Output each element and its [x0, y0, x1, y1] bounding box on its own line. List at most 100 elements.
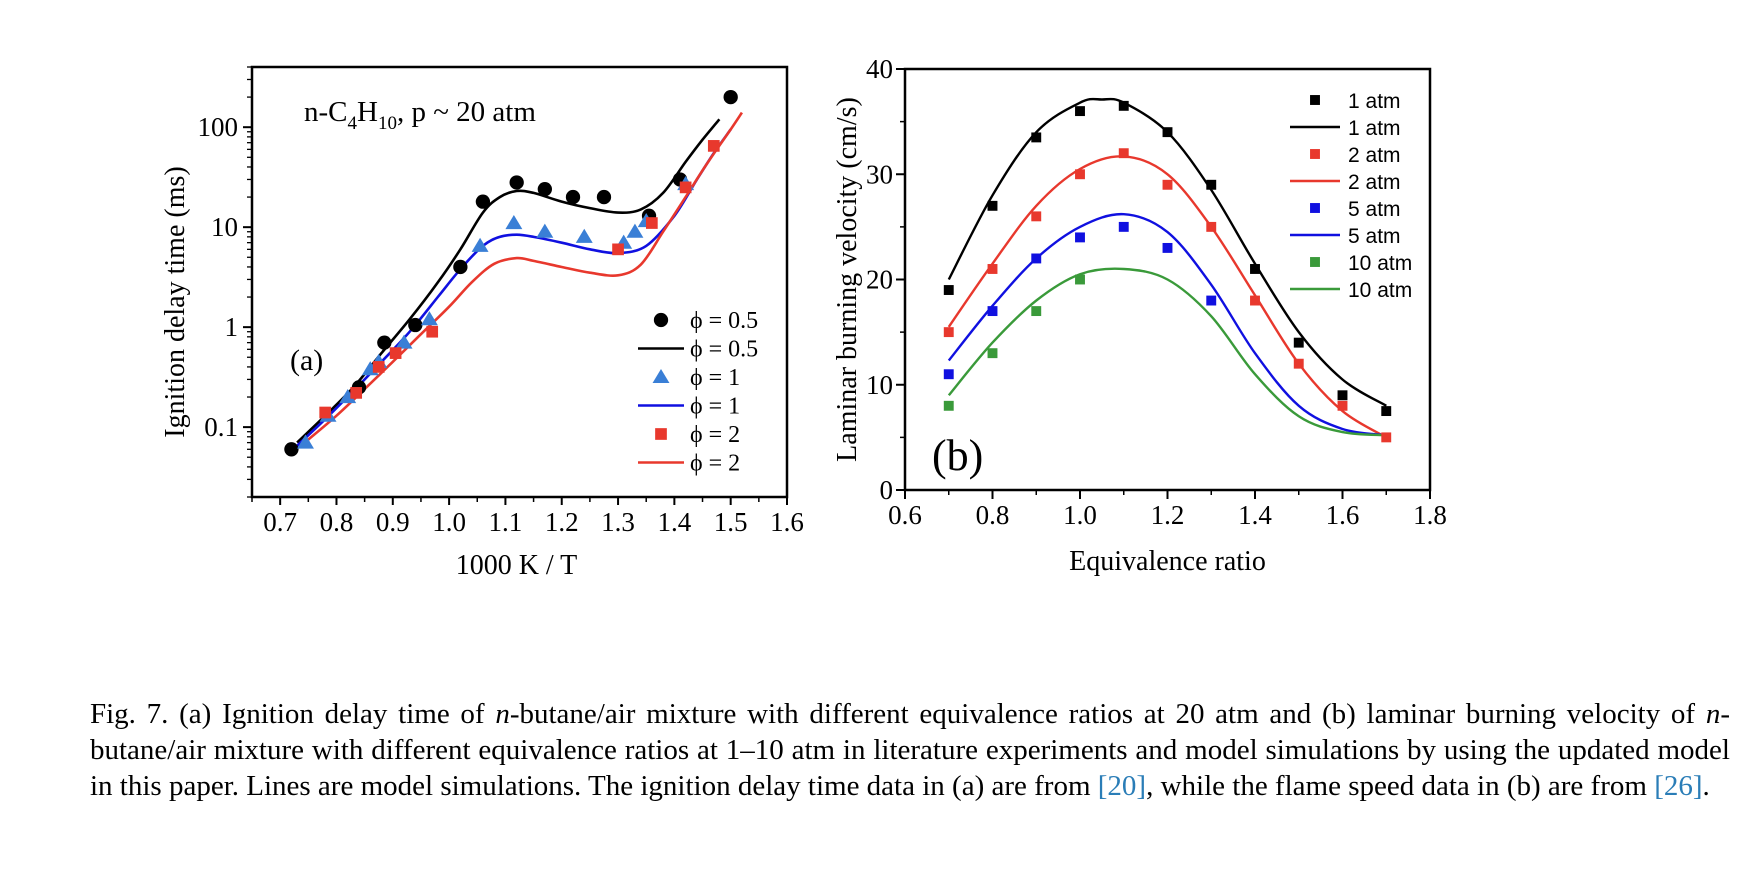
data-point — [408, 317, 423, 333]
annotation-text: H — [357, 96, 378, 128]
y-tick-label: 0.1 — [204, 412, 238, 442]
data-point — [987, 348, 998, 359]
series-line — [947, 155, 1387, 439]
data-point — [377, 335, 392, 350]
data-point — [1075, 169, 1085, 180]
annotation-subscript: 10 — [378, 113, 397, 134]
x-tick-label: 1.2 — [545, 507, 579, 537]
legend-label: 5 atm — [1348, 198, 1401, 221]
data-point — [987, 306, 998, 317]
data-point — [1381, 432, 1392, 443]
figure: 0.7 0.8 0.9 1.0 1.1 1.2 1.3 1.4 1.5 1.60.1110100 … — [160, 54, 1447, 581]
caption-fig-number: Fig. 7. — [90, 698, 169, 730]
chart-a-axes: 0.7 0.8 0.9 1.0 1.1 1.2 1.3 1.4 1.5 1.6 0.1 1 10 100 — [198, 66, 804, 537]
chart-a-series — [284, 89, 743, 457]
data-point — [987, 264, 998, 274]
data-point — [1381, 406, 1392, 417]
legend-marker — [655, 428, 667, 440]
data-point — [1031, 132, 1042, 143]
data-point — [1162, 179, 1173, 190]
x-tick-label: 1.2 — [1151, 500, 1185, 530]
caption-text: . — [1702, 770, 1710, 802]
chart-b-x-axis-label: Equivalence ratio — [1069, 546, 1266, 577]
caption-text: , while the flame speed data in (b) are … — [1146, 770, 1655, 802]
legend-label: 1 atm — [1348, 90, 1401, 113]
y-tick-label: 20 — [866, 265, 893, 295]
data-point — [1162, 242, 1173, 253]
x-tick-label: 0.7 — [263, 507, 297, 537]
data-point — [645, 217, 658, 229]
series-line — [947, 97, 1387, 407]
y-tick-label: 10 — [866, 370, 893, 400]
x-tick-label: 1.4 — [1238, 500, 1272, 530]
data-point — [1206, 295, 1217, 306]
data-point — [284, 442, 299, 457]
data-point — [475, 194, 491, 209]
data-point — [509, 175, 524, 190]
annotation-text: n-C — [304, 96, 348, 128]
data-point — [1118, 221, 1129, 232]
citation-link-20[interactable]: [20] — [1097, 770, 1147, 802]
legend-label: ϕ = 0.5 — [690, 308, 758, 334]
x-tick-label: 0.9 — [376, 507, 410, 537]
data-point — [707, 140, 720, 152]
chart-a-legend: ϕ = 0.5ϕ = 0.5ϕ = 1ϕ = 1ϕ = 2ϕ = 2 — [638, 308, 758, 477]
caption-text: (a) Ignition delay time of — [168, 698, 496, 730]
caption-text: -butane/air mixture with different equiv… — [509, 698, 1706, 730]
annotation-subscript: 4 — [348, 113, 358, 134]
legend-label: ϕ = 1 — [690, 394, 740, 420]
legend-marker — [1310, 203, 1320, 213]
data-point — [372, 361, 385, 373]
chart-b-y-axis-label: Laminar burning velocity (cm/s) — [832, 97, 863, 462]
chart-a-frame — [250, 65, 789, 499]
figure-caption: Fig. 7. (a) Ignition delay time of n-but… — [90, 696, 1730, 804]
data-point — [943, 327, 954, 338]
caption-text: -butane/air mixture with different equiv… — [90, 698, 1730, 802]
data-point — [626, 223, 644, 238]
chart-a-y-axis-label: Ignition delay time (ms) — [160, 166, 191, 437]
data-point — [943, 400, 954, 411]
y-tick-label: 100 — [198, 112, 239, 142]
data-point — [471, 237, 489, 252]
data-point — [1293, 358, 1304, 369]
y-tick-label: 10 — [211, 212, 238, 242]
data-point — [1075, 274, 1085, 285]
x-tick-label: 1.4 — [657, 507, 691, 537]
legend-marker — [653, 312, 669, 328]
chart-b-panel-label: (b) — [932, 431, 983, 480]
data-point — [679, 181, 692, 194]
data-point — [297, 434, 314, 449]
legend-label: 10 atm — [1348, 252, 1412, 275]
legend-label: 10 atm — [1348, 279, 1412, 302]
y-tick-label: 1 — [225, 312, 239, 342]
chart-b-series — [943, 97, 1392, 443]
x-tick-label: 1.1 — [489, 507, 523, 537]
legend-marker — [1310, 257, 1320, 267]
chart-b-axes: 0.6 0.8 1.0 1.2 1.4 1.6 1.8 0 10 20 30 40 — [866, 54, 1447, 530]
data-point — [1337, 400, 1348, 411]
data-point — [453, 259, 468, 275]
data-point — [1250, 264, 1260, 274]
chart-b-legend: 1 atm 1 atm 2 atm 2 atm 5 atm 5 atm 10 atm 10 a… — [1290, 90, 1412, 302]
data-point — [575, 228, 593, 243]
legend-label: ϕ = 0.5 — [690, 337, 758, 363]
data-point — [943, 285, 954, 295]
chart-a-annotation: n-C4H10, p ~ 20 atm — [304, 96, 536, 134]
data-point — [1206, 221, 1217, 232]
annotation-text: , p ~ 20 atm — [397, 96, 536, 128]
data-point — [426, 325, 439, 338]
citation-link-26[interactable]: [26] — [1654, 770, 1703, 802]
data-point — [1337, 390, 1348, 401]
data-point — [1075, 106, 1085, 117]
legend-label: 2 atm — [1348, 171, 1401, 194]
data-point — [596, 189, 612, 205]
series-line — [296, 118, 721, 444]
caption-italic-n: n — [495, 698, 510, 730]
data-point — [1031, 306, 1042, 317]
x-tick-label: 1.6 — [770, 507, 804, 537]
data-point — [987, 200, 998, 211]
legend-label: 5 atm — [1348, 225, 1401, 248]
chart-b: 0.6 0.8 1.0 1.2 1.4 1.6 1.8 0 10 20 30 40 (b) Equiv… — [832, 54, 1447, 577]
chart-a-panel-label: (a) — [290, 344, 323, 377]
data-point — [1031, 253, 1042, 264]
